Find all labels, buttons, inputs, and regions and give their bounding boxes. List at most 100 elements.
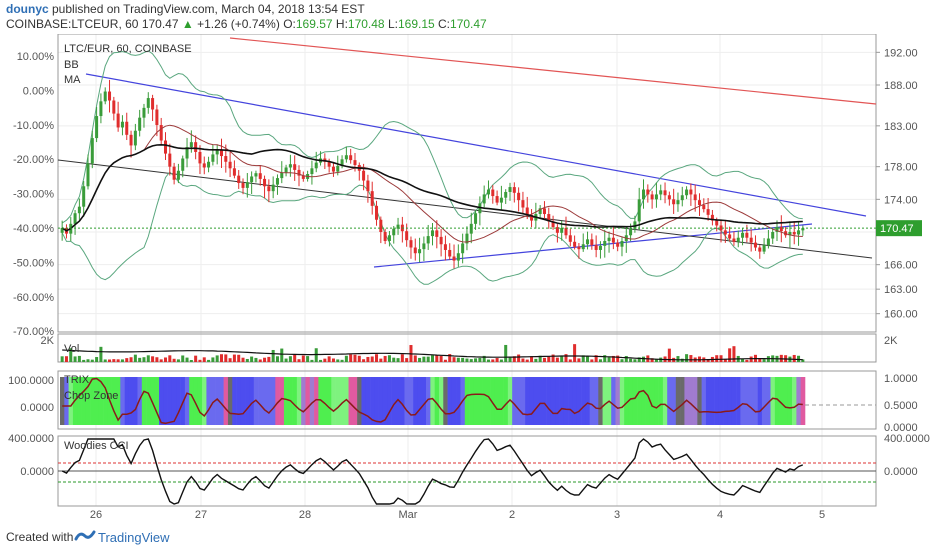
candle-body[interactable] bbox=[685, 189, 689, 196]
candle-body[interactable] bbox=[771, 232, 775, 239]
candle-body[interactable] bbox=[99, 101, 103, 117]
volume-bar[interactable] bbox=[486, 359, 490, 362]
volume-bar[interactable] bbox=[82, 359, 86, 362]
candle-body[interactable] bbox=[633, 221, 637, 229]
candle-body[interactable] bbox=[715, 220, 719, 226]
volume-bar[interactable] bbox=[194, 355, 198, 362]
candle-body[interactable] bbox=[723, 230, 727, 235]
volume-bar[interactable] bbox=[168, 355, 172, 362]
volume-bar[interactable] bbox=[383, 355, 387, 362]
candle-body[interactable] bbox=[797, 230, 801, 235]
legend-cci[interactable]: Woodies CCI bbox=[64, 440, 129, 452]
candle-body[interactable] bbox=[461, 243, 465, 254]
candle-body[interactable] bbox=[676, 200, 680, 205]
candle-body[interactable] bbox=[138, 117, 142, 131]
candle-body[interactable] bbox=[383, 232, 387, 241]
volume-bar[interactable] bbox=[288, 356, 292, 362]
candle-body[interactable] bbox=[749, 237, 753, 243]
volume-bar[interactable] bbox=[181, 355, 185, 362]
candle-body[interactable] bbox=[301, 175, 305, 179]
tradingview-logo-icon[interactable] bbox=[74, 529, 96, 543]
volume-bar[interactable] bbox=[301, 355, 305, 362]
candle-body[interactable] bbox=[310, 168, 314, 175]
volume-bar[interactable] bbox=[620, 359, 624, 362]
volume-bar[interactable] bbox=[422, 356, 426, 362]
candle-body[interactable] bbox=[758, 247, 762, 252]
candle-body[interactable] bbox=[142, 107, 146, 118]
candle-body[interactable] bbox=[327, 161, 331, 167]
candle-body[interactable] bbox=[116, 113, 120, 128]
candle-body[interactable] bbox=[491, 189, 495, 197]
trix-pane[interactable] bbox=[57, 370, 877, 430]
volume-bar[interactable] bbox=[232, 354, 236, 362]
volume-bar[interactable] bbox=[499, 359, 503, 362]
candle-body[interactable] bbox=[366, 180, 370, 192]
volume-bar[interactable] bbox=[611, 355, 615, 362]
candle-body[interactable] bbox=[155, 109, 159, 126]
candle-body[interactable] bbox=[176, 170, 180, 180]
volume-bar[interactable] bbox=[327, 356, 331, 362]
candle-body[interactable] bbox=[120, 121, 124, 128]
volume-bar[interactable] bbox=[530, 356, 534, 362]
volume-bar[interactable] bbox=[396, 358, 400, 362]
candle-body[interactable] bbox=[151, 98, 155, 110]
candle-body[interactable] bbox=[219, 149, 223, 157]
candle-body[interactable] bbox=[163, 140, 168, 154]
candle-body[interactable] bbox=[792, 232, 796, 235]
volume-bar[interactable] bbox=[362, 359, 366, 362]
volume-bar[interactable] bbox=[86, 359, 90, 362]
candle-body[interactable] bbox=[538, 208, 542, 215]
volume-bar[interactable] bbox=[224, 354, 228, 362]
candle-body[interactable] bbox=[340, 159, 344, 166]
candle-body[interactable] bbox=[439, 236, 443, 245]
volume-bar[interactable] bbox=[633, 359, 637, 362]
candle-body[interactable] bbox=[263, 178, 267, 187]
candle-body[interactable] bbox=[547, 214, 551, 222]
candle-body[interactable] bbox=[530, 214, 534, 221]
candle-body[interactable] bbox=[573, 241, 577, 247]
volume-bar[interactable] bbox=[629, 358, 633, 362]
volume-bar[interactable] bbox=[564, 354, 568, 362]
candle-body[interactable] bbox=[741, 232, 745, 238]
volume-bar[interactable] bbox=[185, 357, 189, 362]
candle-body[interactable] bbox=[168, 153, 172, 167]
volume-bar[interactable] bbox=[624, 355, 628, 362]
volume-bar[interactable] bbox=[241, 357, 245, 362]
volume-bar[interactable] bbox=[90, 359, 94, 362]
volume-bar[interactable] bbox=[219, 354, 223, 362]
candle-body[interactable] bbox=[564, 227, 568, 236]
volume-bar[interactable] bbox=[512, 356, 516, 362]
candle-body[interactable] bbox=[108, 91, 112, 101]
volume-bar[interactable] bbox=[762, 359, 766, 362]
legend-chop[interactable]: Chop Zone bbox=[64, 390, 118, 402]
candle-body[interactable] bbox=[370, 191, 374, 206]
candle-body[interactable] bbox=[336, 165, 340, 172]
volume-bar[interactable] bbox=[357, 355, 361, 362]
volume-bar[interactable] bbox=[319, 359, 323, 362]
volume-bar[interactable] bbox=[598, 359, 602, 362]
candle-body[interactable] bbox=[146, 98, 150, 108]
volume-bar[interactable] bbox=[590, 359, 594, 362]
candle-body[interactable] bbox=[271, 184, 275, 192]
candle-body[interactable] bbox=[254, 173, 258, 177]
volume-bar[interactable] bbox=[719, 355, 723, 362]
candle-body[interactable] bbox=[284, 167, 288, 173]
volume-bar[interactable] bbox=[689, 355, 693, 362]
candle-body[interactable] bbox=[314, 162, 318, 169]
volume-bar[interactable] bbox=[568, 359, 572, 362]
main-pane[interactable] bbox=[57, 34, 877, 333]
candle-body[interactable] bbox=[642, 189, 646, 200]
candle-body[interactable] bbox=[82, 186, 86, 207]
candle-body[interactable] bbox=[590, 239, 594, 246]
volume-bar[interactable] bbox=[306, 356, 310, 362]
candle-body[interactable] bbox=[194, 142, 198, 152]
candle-body[interactable] bbox=[288, 164, 292, 168]
volume-bar[interactable] bbox=[573, 344, 577, 362]
candle-body[interactable] bbox=[60, 227, 64, 233]
candle-body[interactable] bbox=[736, 237, 740, 242]
candle-body[interactable] bbox=[250, 176, 254, 183]
candle-body[interactable] bbox=[521, 200, 525, 208]
volume-bar[interactable] bbox=[375, 354, 379, 362]
volume-bar[interactable] bbox=[418, 357, 422, 362]
candle-body[interactable] bbox=[560, 227, 564, 233]
